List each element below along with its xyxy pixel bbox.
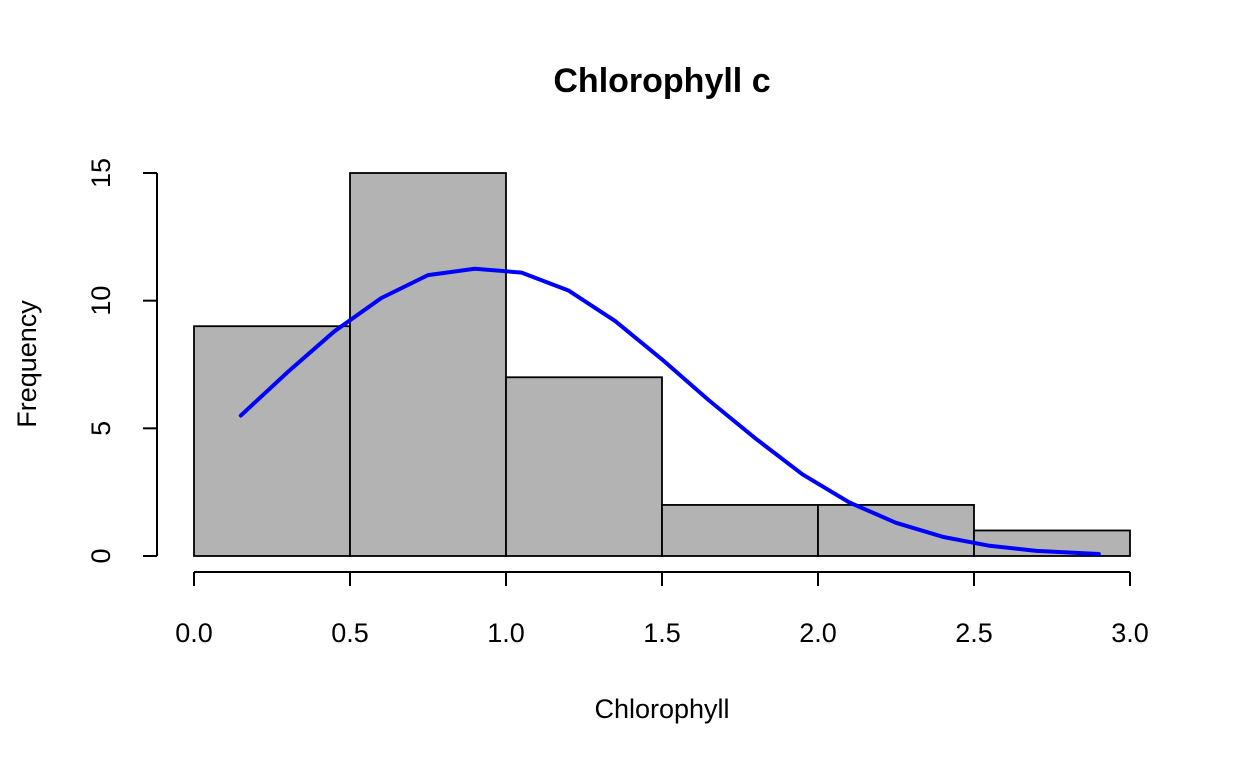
x-tick-label: 2.0 [799, 618, 837, 648]
histogram-bar-3 [661, 504, 819, 557]
density-curve [238, 266, 1101, 556]
histogram-bar-2 [505, 376, 663, 557]
x-tick-label: 0.0 [175, 618, 213, 648]
histogram-bar-4 [817, 504, 975, 557]
x-axis-label: Chlorophyll [594, 694, 729, 724]
bars-layer [193, 172, 1131, 557]
y-axis-label: Frequency [12, 300, 42, 428]
chart-title: Chlorophyll c [553, 62, 770, 100]
y-tick-label: 5 [86, 421, 116, 436]
x-axis: 0.0 0.5 1.0 1.5 2.0 2.5 3.0 [175, 571, 1149, 648]
x-tick-label: 1.5 [643, 618, 681, 648]
x-tick-label: 2.5 [955, 618, 993, 648]
x-tick-label: 3.0 [1111, 618, 1149, 648]
y-tick-label: 10 [86, 286, 116, 316]
y-tick-label: 15 [86, 158, 116, 188]
x-tick-label: 0.5 [331, 618, 369, 648]
histogram-bar-1 [349, 172, 507, 557]
curve-layer [238, 266, 1101, 556]
histogram-bar-0 [193, 325, 351, 557]
y-tick-label: 0 [86, 548, 116, 563]
x-tick-label: 1.0 [487, 618, 525, 648]
y-axis: 0 5 10 15 [86, 158, 158, 564]
